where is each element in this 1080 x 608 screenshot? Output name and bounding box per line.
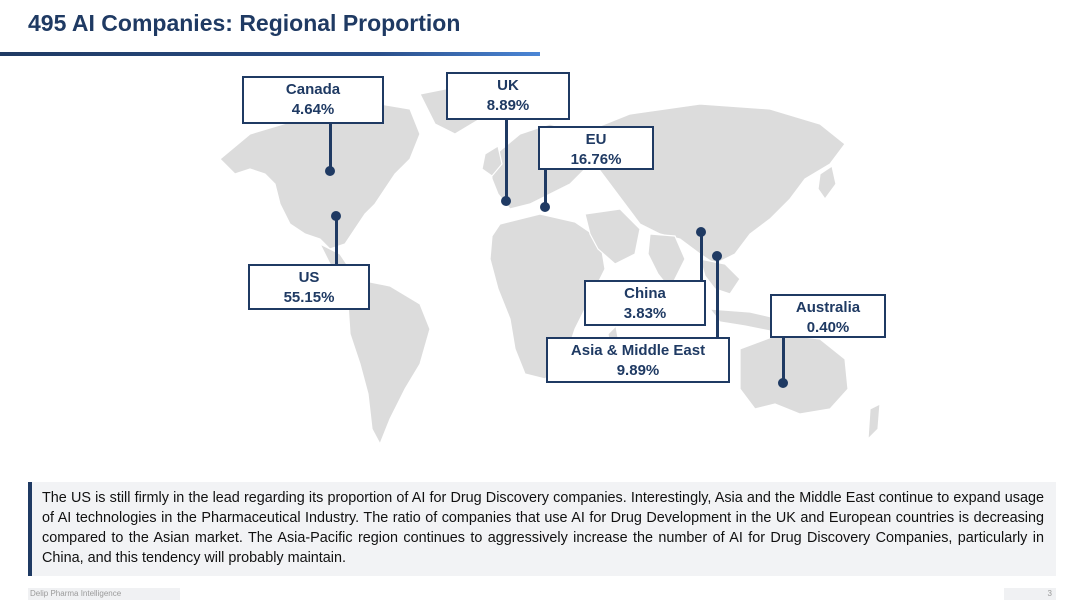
region-value: 0.40% [806, 319, 850, 336]
region-name: Asia & Middle East [570, 342, 706, 359]
label-asia-middle-east: Asia & Middle East 9.89% [546, 337, 730, 383]
description-panel: The US is still firmly in the lead regar… [28, 482, 1056, 576]
label-china: China 3.83% [584, 280, 706, 326]
region-value: 8.89% [486, 97, 530, 114]
region-value: 16.76% [570, 151, 622, 168]
connector-line [700, 234, 703, 280]
title-underline [0, 52, 540, 56]
north-america-shape [219, 103, 421, 250]
location-dot [778, 378, 788, 388]
label-eu: EU 16.76% [538, 126, 654, 170]
new-zealand-shape [867, 402, 881, 441]
location-dot [712, 251, 722, 261]
location-dot [540, 202, 550, 212]
location-dot [331, 211, 341, 221]
region-name: Canada [285, 81, 341, 98]
australia-shape [739, 333, 849, 415]
japan-shape [817, 165, 837, 201]
region-value: 9.89% [616, 362, 660, 379]
footer-source: Delip Pharma Intelligence [28, 588, 180, 600]
region-name: US [298, 269, 320, 286]
region-name: Australia [795, 299, 861, 316]
region-value: 55.15% [283, 289, 335, 306]
location-dot [325, 166, 335, 176]
location-dot [501, 196, 511, 206]
region-name: EU [585, 131, 607, 148]
label-australia: Australia 0.40% [770, 294, 886, 338]
connector-line [782, 338, 785, 380]
south-america-shape [347, 278, 431, 446]
region-name: China [624, 285, 666, 302]
page-number: 3 [1004, 588, 1056, 600]
region-value: 3.83% [623, 305, 667, 322]
label-us: US 55.15% [248, 264, 370, 310]
label-canada: Canada 4.64% [242, 76, 384, 124]
uk-shape [481, 145, 503, 177]
connector-line [544, 170, 547, 204]
middle-east-shape [584, 208, 641, 265]
connector-line [505, 120, 508, 198]
connector-line [329, 124, 332, 170]
connector-line [335, 218, 338, 264]
region-name: UK [497, 77, 519, 94]
location-dot [696, 227, 706, 237]
page-title: 495 AI Companies: Regional Proportion [28, 10, 461, 36]
region-value: 4.64% [291, 101, 335, 118]
southeast-asia-shape [699, 258, 741, 295]
connector-line [716, 258, 719, 338]
label-uk: UK 8.89% [446, 72, 570, 120]
